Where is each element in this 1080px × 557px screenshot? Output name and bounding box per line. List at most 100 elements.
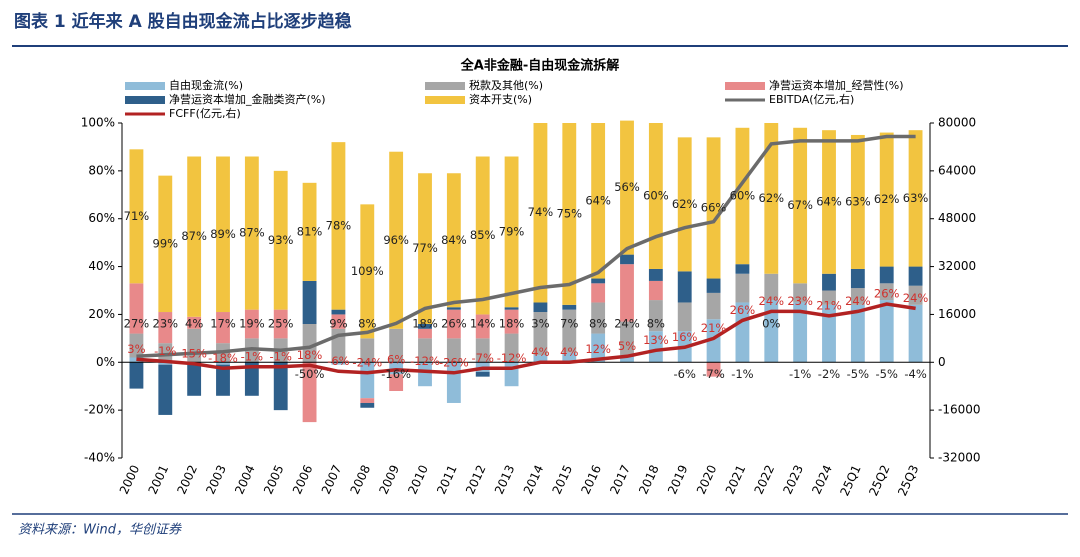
bar (187, 156, 202, 317)
bar (562, 309, 577, 353)
line (136, 302, 916, 375)
bar (389, 151, 404, 329)
x-tick-label: 2000 (117, 463, 143, 497)
x-tick-label: 2006 (290, 463, 316, 497)
bar (850, 304, 865, 363)
data-label: -6% (674, 367, 696, 381)
x-tick-label: 25Q1 (837, 463, 863, 498)
data-label: 79% (499, 224, 525, 238)
bar (677, 271, 692, 303)
data-label: 96% (383, 233, 409, 247)
bar (908, 304, 923, 363)
data-label: 27% (124, 317, 150, 331)
bar (475, 371, 490, 377)
bar (302, 324, 317, 363)
data-label: 63% (845, 194, 871, 208)
bar (591, 333, 606, 363)
data-label: 62% (672, 197, 698, 211)
x-tick-label: 2008 (348, 463, 374, 497)
legend-label: 净营运资本增加_金融类资产(%) (169, 92, 326, 106)
bar (533, 302, 548, 313)
bar (591, 283, 606, 303)
bar (793, 283, 808, 303)
y2-tick-label: 64000 (938, 163, 976, 177)
data-label: 63% (903, 191, 929, 205)
data-label: 93% (268, 233, 294, 247)
bar (591, 123, 606, 279)
bar (158, 175, 173, 313)
data-label: 25% (268, 317, 294, 331)
data-label: 75% (557, 206, 583, 220)
data-label: 89% (210, 227, 236, 241)
chart-title: 全A非金融-自由现金流拆解 (460, 58, 619, 74)
data-label: 18% (499, 317, 525, 331)
bar (418, 173, 432, 324)
bar (475, 314, 490, 339)
data-label: 9% (329, 317, 347, 331)
data-label: 60% (730, 188, 756, 202)
legend-label: 税款及其他(%) (469, 78, 543, 92)
data-label: 8% (358, 317, 376, 331)
bar (706, 137, 721, 279)
bar (302, 362, 317, 423)
data-label: 21% (816, 298, 842, 312)
data-label: 0% (762, 317, 780, 331)
data-label: 21% (701, 321, 727, 335)
y-tick-label: 40% (88, 259, 115, 273)
y-tick-label: 20% (88, 307, 115, 321)
bar (648, 280, 663, 301)
bar (591, 302, 606, 334)
bar (360, 204, 375, 339)
bar (735, 264, 750, 274)
bar (735, 302, 750, 363)
data-label: 87% (181, 229, 207, 243)
bar (389, 374, 404, 391)
data-label: 26% (730, 303, 756, 317)
bar (533, 312, 548, 356)
x-tick-label: 2001 (146, 463, 172, 497)
bar (620, 254, 634, 265)
data-label: 23% (787, 294, 813, 308)
legend-label: 净营运资本增加_经营性(%) (769, 78, 904, 92)
x-tick-label: 2014 (521, 463, 547, 497)
data-label: 18% (412, 317, 438, 331)
bar (158, 364, 173, 415)
bar (822, 273, 836, 291)
bar (764, 273, 779, 301)
data-label: -1% (270, 349, 292, 363)
data-label: 17% (210, 317, 236, 331)
bar (822, 130, 836, 274)
x-tick-label: 2019 (665, 463, 691, 497)
x-tick-label: 2024 (809, 463, 835, 497)
bar (216, 362, 230, 365)
bar (389, 328, 404, 363)
data-label: 77% (412, 241, 438, 255)
bar (706, 292, 721, 320)
bar (216, 364, 230, 396)
data-label: -12% (410, 354, 440, 368)
x-tick-label: 2023 (780, 463, 806, 497)
bar (706, 278, 721, 293)
line (136, 134, 916, 359)
bar (793, 127, 808, 284)
bar (562, 304, 577, 310)
y2-tick-label: 16000 (938, 307, 976, 321)
x-tick-label: 2003 (203, 463, 229, 497)
x-tick-label: 2013 (492, 463, 518, 497)
data-label: 62% (759, 191, 785, 205)
data-label: 7% (560, 317, 578, 331)
bar (620, 120, 634, 255)
bar (850, 268, 865, 289)
data-label: 26% (874, 286, 900, 300)
bar (446, 307, 461, 310)
bar (418, 362, 432, 387)
data-label: 14% (470, 317, 496, 331)
bar (735, 127, 750, 265)
x-tick-label: 25Q3 (895, 463, 921, 498)
bar (764, 300, 779, 363)
data-label: 74% (528, 205, 554, 219)
bar (446, 173, 461, 308)
data-label: 8% (647, 317, 665, 331)
x-tick-label: 25Q2 (866, 463, 892, 498)
